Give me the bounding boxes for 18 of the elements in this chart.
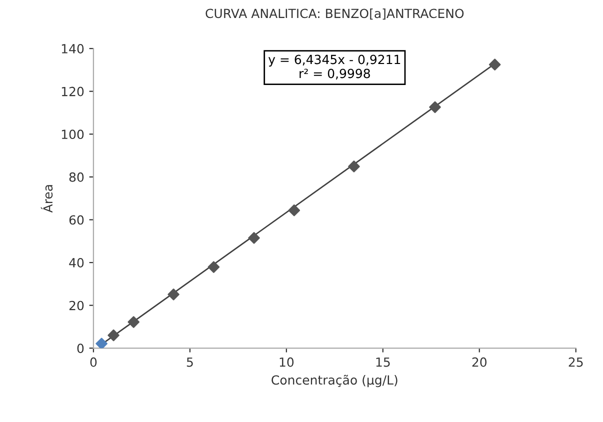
y-tick-label: 40 xyxy=(69,258,84,268)
x-tick-label: 20 xyxy=(472,357,487,367)
x-tick-label: 0 xyxy=(90,357,97,367)
x-tick-label: 15 xyxy=(376,358,390,367)
y-tick-label: 0 xyxy=(77,344,84,354)
y-tick-label: 20 xyxy=(69,300,84,310)
y-tick-label: 140 xyxy=(62,44,84,54)
x-tick-label: 25 xyxy=(568,357,583,367)
y-tick-label: 100 xyxy=(62,130,84,140)
annotation: y = 6,4345x - 0,9211 r² = 0,9998 xyxy=(268,54,400,80)
y-tick-label: 80 xyxy=(69,172,84,182)
y-tick-label: 120 xyxy=(62,86,84,96)
x-axis-title: Concentração (µg/L) xyxy=(272,374,398,388)
y-tick-label: 60 xyxy=(69,215,84,225)
y-axis-title: Área xyxy=(40,185,53,213)
x-tick-label: 10 xyxy=(280,357,294,367)
chart-title: CURVA ANALITICA: BENZO[a]ANTRACENO xyxy=(206,8,464,20)
x-tick-label: 5 xyxy=(186,358,193,367)
